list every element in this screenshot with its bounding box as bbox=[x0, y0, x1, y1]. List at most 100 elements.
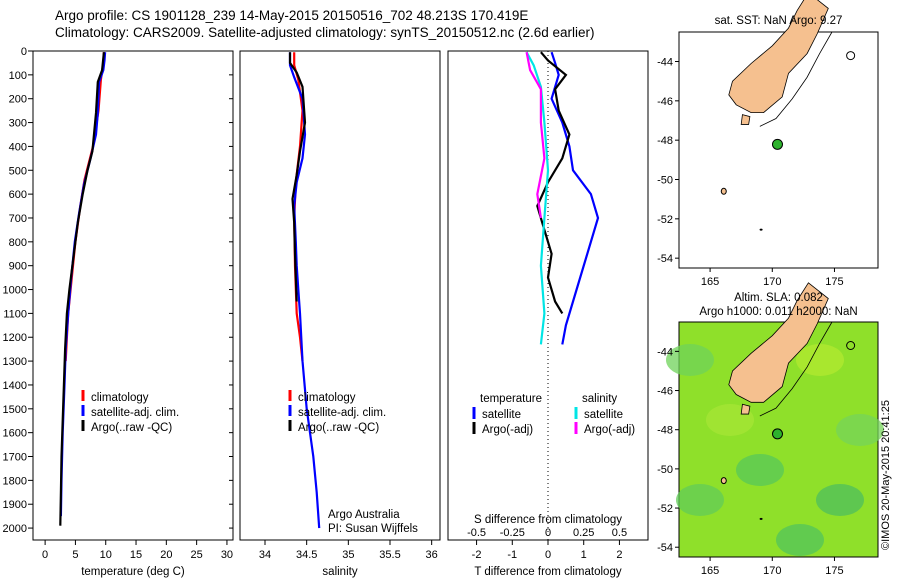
map-lon-label: 165 bbox=[701, 565, 719, 577]
series-line-climatology bbox=[293, 52, 304, 362]
s-diff-tick-label: -0.5 bbox=[467, 527, 486, 539]
depth-tick-label: 1500 bbox=[3, 404, 27, 416]
depth-tick-label: 1100 bbox=[3, 308, 27, 320]
x-tick-label: 0 bbox=[42, 549, 48, 561]
sla-field-patch bbox=[666, 344, 714, 376]
depth-tick-label: 900 bbox=[9, 261, 27, 273]
legend-header-salinity: salinity bbox=[582, 393, 617, 405]
x-tick-label: 2 bbox=[616, 549, 622, 561]
map-lon-label: 170 bbox=[763, 276, 781, 288]
series-line-satelliteadjclim bbox=[288, 52, 321, 529]
map-landmass-auckland-islands bbox=[720, 477, 727, 485]
x-axis-label: salinity bbox=[322, 566, 357, 578]
map-lat-label: -54 bbox=[657, 542, 673, 554]
s-diff-tick-label: 0 bbox=[545, 527, 551, 539]
profile-panel-frame bbox=[32, 50, 234, 541]
depth-tick-label: 2000 bbox=[3, 523, 27, 535]
map-argo-float-marker bbox=[771, 428, 783, 440]
sst-map-title: sat. SST: NaN Argo: 9.27 bbox=[715, 15, 843, 27]
map-lon-label: 175 bbox=[825, 276, 843, 288]
sla-field-patch bbox=[836, 414, 884, 446]
depth-tick-label: 400 bbox=[9, 141, 27, 153]
header-title-line2: Climatology: CARS2009. Satellite-adjuste… bbox=[55, 25, 595, 40]
legend-label: Argo(-adj) bbox=[584, 424, 635, 436]
legend-label: Argo(..raw -QC) bbox=[91, 422, 172, 434]
map-lat-label: -48 bbox=[657, 135, 673, 147]
map-bathymetry-contour bbox=[759, 31, 833, 127]
legend-label: Argo(-adj) bbox=[482, 424, 533, 436]
sla-map-subtitle: Argo h1000: 0.011 h2000: NaN bbox=[699, 306, 857, 318]
depth-tick-label: 1600 bbox=[3, 428, 27, 440]
legend-header-temperature: temperature bbox=[480, 393, 542, 405]
x-tick-label: -2 bbox=[472, 549, 482, 561]
legend-label: Argo(..raw -QC) bbox=[298, 422, 379, 434]
x-tick-label: 0 bbox=[545, 549, 551, 561]
map-landmass-campbell-island bbox=[759, 228, 763, 231]
map-bathymetry-contour bbox=[759, 321, 833, 417]
map-lat-label: -52 bbox=[657, 503, 673, 515]
map-lat-label: -46 bbox=[657, 96, 673, 108]
depth-tick-label: 1800 bbox=[3, 475, 27, 487]
map-landmass-stewart-island bbox=[740, 403, 751, 415]
map-lat-label: -44 bbox=[657, 57, 673, 69]
series-line-argorawqc bbox=[59, 52, 105, 526]
map-lat-label: -54 bbox=[657, 253, 673, 265]
legend-label: satellite bbox=[482, 409, 521, 421]
x-tick-label: 1 bbox=[581, 549, 587, 561]
series-line-satellite bbox=[525, 51, 550, 345]
depth-tick-label: 200 bbox=[9, 94, 27, 106]
depth-tick-label: 700 bbox=[9, 213, 27, 225]
map-lat-label: -50 bbox=[657, 175, 673, 187]
depth-tick-label: 1400 bbox=[3, 380, 27, 392]
x-tick-label: 10 bbox=[100, 549, 112, 561]
depth-tick-label: 500 bbox=[9, 165, 27, 177]
x-tick-label: 15 bbox=[130, 549, 142, 561]
series-line-satellite bbox=[550, 51, 600, 345]
map-lat-label: -52 bbox=[657, 214, 673, 226]
profile-panel-frame bbox=[239, 50, 441, 541]
map-lat-label: -50 bbox=[657, 464, 673, 476]
map-landmass-auckland-islands bbox=[720, 187, 727, 195]
legend-label: climatology bbox=[298, 392, 356, 404]
map-landmass-south-island bbox=[728, 282, 829, 403]
depth-tick-label: 0 bbox=[21, 46, 27, 58]
annotation-pi: PI: Susan Wijffels bbox=[328, 523, 418, 535]
map-landmass-campbell-island bbox=[759, 517, 763, 520]
sla-field-patch bbox=[676, 484, 724, 516]
map-argo-float-marker bbox=[771, 138, 783, 150]
x-tick-label: 25 bbox=[191, 549, 203, 561]
map-landmass-south-island bbox=[728, 0, 829, 113]
sla-field-patch bbox=[796, 344, 844, 376]
sla-map bbox=[666, 282, 884, 558]
depth-tick-label: 1900 bbox=[3, 499, 27, 511]
map-lon-label: 175 bbox=[825, 565, 843, 577]
map-landmass-chatham-islands bbox=[846, 51, 856, 61]
x-tick-label: 20 bbox=[160, 549, 172, 561]
x-tick-label: 30 bbox=[221, 549, 233, 561]
s-diff-tick-label: -0.25 bbox=[500, 527, 525, 539]
sla-map-title: Altim. SLA: 0.082 bbox=[734, 292, 823, 304]
x-tick-label: 34.5 bbox=[296, 549, 317, 561]
depth-tick-label: 800 bbox=[9, 237, 27, 249]
s-diff-axis-label: S difference from climatology bbox=[474, 514, 622, 526]
sst-map bbox=[678, 0, 879, 269]
map-landmass-chatham-islands bbox=[846, 341, 856, 350]
sla-field-patch bbox=[736, 454, 784, 486]
map-lon-label: 170 bbox=[763, 565, 781, 577]
series-line-argoadj bbox=[525, 51, 546, 219]
imos-credit-text: ©IMOS 20-May-2015 20:41:25 bbox=[880, 400, 892, 550]
x-tick-label: 5 bbox=[72, 549, 78, 561]
map-lat-label: -44 bbox=[657, 346, 673, 358]
x-axis-label: temperature (deg C) bbox=[81, 566, 185, 578]
annotation-institution: Argo Australia bbox=[328, 509, 400, 521]
depth-tick-label: 1300 bbox=[3, 356, 27, 368]
x-tick-label: 36 bbox=[426, 549, 438, 561]
s-diff-tick-label: 0.25 bbox=[573, 527, 594, 539]
depth-tick-label: 600 bbox=[9, 189, 27, 201]
legend-label: climatology bbox=[91, 392, 149, 404]
series-line-satelliteadjclim bbox=[59, 52, 107, 517]
series-line-argoadj bbox=[536, 51, 571, 314]
depth-tick-label: 1700 bbox=[3, 452, 27, 464]
map-lat-label: -46 bbox=[657, 386, 673, 398]
